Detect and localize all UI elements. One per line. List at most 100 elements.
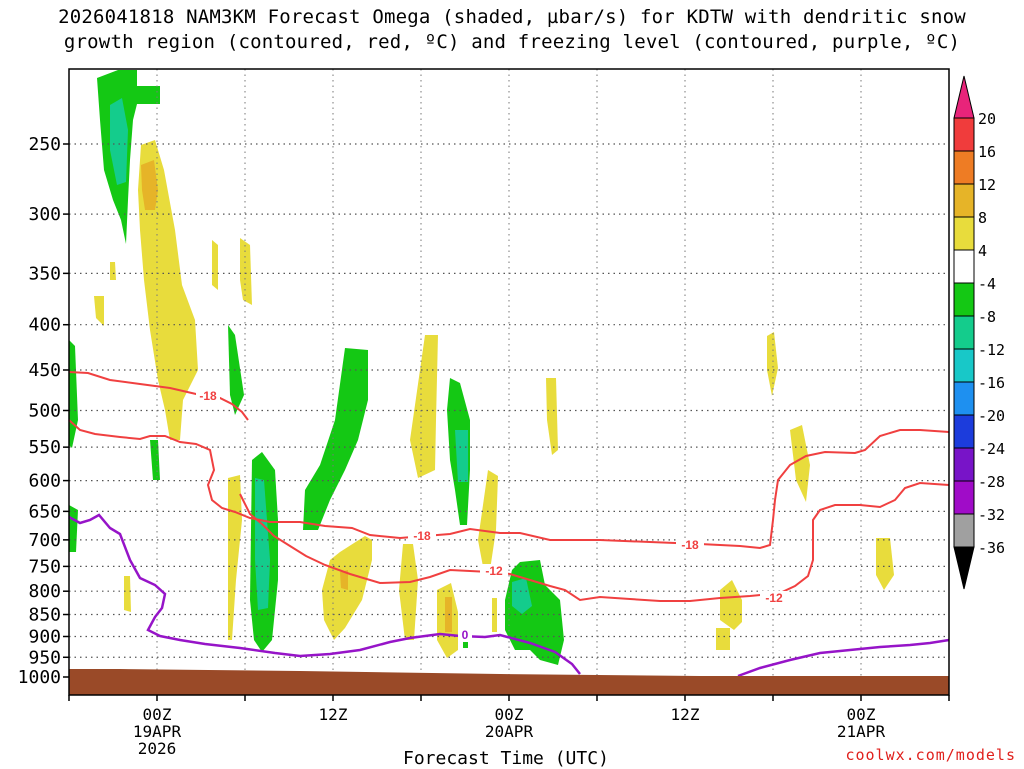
omega-yellow-blob xyxy=(492,598,497,632)
site-credit[interactable]: coolwx.com/models xyxy=(845,746,1016,764)
colorbar-label: -28 xyxy=(978,473,1005,491)
colorbar-label: -12 xyxy=(978,341,1005,359)
y-tick-label: 450 xyxy=(28,360,61,381)
colorbar-label: -36 xyxy=(978,539,1005,557)
contour-label: 0 xyxy=(462,628,469,642)
omega-orange-blob xyxy=(340,570,348,590)
contour-label: -18 xyxy=(413,529,431,543)
omega-cyan-blob xyxy=(110,98,128,185)
colorbar-swatch xyxy=(953,216,975,251)
contour-label: -12 xyxy=(765,591,783,605)
plot-grid xyxy=(69,69,949,695)
omega-cyan-blob xyxy=(255,478,270,610)
x-tick-label: 00Z xyxy=(143,705,172,724)
colorbar-label: 8 xyxy=(978,209,987,227)
y-tick-label: 350 xyxy=(28,263,61,284)
y-tick-label: 600 xyxy=(28,471,61,492)
dgz-contour-12 xyxy=(239,481,950,602)
colorbar-label: 4 xyxy=(978,242,987,260)
x-tick-label: 21APR xyxy=(837,722,886,741)
colorbar-swatch xyxy=(953,315,975,350)
y-tick-label: 650 xyxy=(28,501,61,522)
omega-yellow-blob xyxy=(110,262,116,280)
y-tick-label: 300 xyxy=(28,204,61,225)
colorbar: 20 16 12 8 4 -4 -8 -12 -16 -20 -24 -28 -32 -36 xyxy=(953,75,1005,590)
colorbar-label: -20 xyxy=(978,407,1005,425)
omega-green-blob xyxy=(228,325,244,415)
omega-yellow-blob xyxy=(790,425,810,502)
omega-cyan-blob xyxy=(512,578,532,614)
chart-title-line-2: growth region (contoured, red, ºC) and f… xyxy=(63,31,961,53)
colorbar-swatch xyxy=(953,513,975,548)
contour-label: -18 xyxy=(199,389,217,403)
colorbar-swatch xyxy=(953,414,975,449)
y-tick-label: 250 xyxy=(28,134,61,155)
colorbar-label: 12 xyxy=(978,176,996,194)
colorbar-label: -32 xyxy=(978,506,1005,524)
y-tick-label: 400 xyxy=(28,315,61,336)
colorbar-swatch xyxy=(953,249,975,284)
colorbar-max-triangle xyxy=(953,75,975,119)
colorbar-label: 20 xyxy=(978,110,996,128)
y-tick-label: 750 xyxy=(28,556,61,577)
x-tick-label: 00Z xyxy=(847,705,876,724)
colorbar-label: -4 xyxy=(978,275,996,293)
x-tick-label: 00Z xyxy=(495,705,524,724)
y-tick-label: 500 xyxy=(28,401,61,422)
y-tick-label: 550 xyxy=(28,437,61,458)
colorbar-swatch xyxy=(953,282,975,317)
x-tick-label: 19APR xyxy=(133,722,182,741)
y-tick-label: 1000 xyxy=(18,667,61,688)
omega-yellow-blob xyxy=(876,538,894,590)
x-tick-label: 12Z xyxy=(319,705,348,724)
dgz-contour-18-upper xyxy=(68,371,249,421)
contour-label: -12 xyxy=(485,564,503,578)
dgz-contours xyxy=(68,371,950,602)
y-tick-label: 950 xyxy=(28,647,61,668)
colorbar-min-triangle xyxy=(953,546,975,590)
omega-cyan-blob xyxy=(455,430,468,482)
omega-shading xyxy=(69,70,894,665)
colorbar-label: -8 xyxy=(978,308,996,326)
omega-yellow-blob xyxy=(138,140,198,440)
x-tick-label: 12Z xyxy=(671,705,700,724)
omega-yellow-blob xyxy=(124,576,131,612)
y-axis: 2503003504004505005506006507007508008509… xyxy=(18,134,69,688)
omega-yellow-blob xyxy=(399,544,418,640)
omega-yellow-blob xyxy=(720,580,742,630)
omega-yellow-blob xyxy=(716,628,730,650)
omega-yellow-blob xyxy=(478,470,498,572)
colorbar-swatch xyxy=(953,150,975,185)
omega-yellow-blob xyxy=(94,296,104,326)
colorbar-swatch xyxy=(953,381,975,416)
y-tick-label: 900 xyxy=(28,626,61,647)
colorbar-swatch xyxy=(953,348,975,383)
x-tick-label: 2026 xyxy=(138,739,177,758)
omega-yellow-blob xyxy=(767,332,778,396)
colorbar-label: 16 xyxy=(978,143,996,161)
y-tick-label: 800 xyxy=(28,581,61,602)
x-tick-label: 20APR xyxy=(485,722,534,741)
x-axis-title: Forecast Time (UTC) xyxy=(403,748,609,769)
chart-title-line-1: 2026041818 NAM3KM Forecast Omega (shaded… xyxy=(58,6,966,28)
contour-label: -18 xyxy=(681,538,699,552)
colorbar-swatch xyxy=(953,447,975,482)
colorbar-swatch xyxy=(953,480,975,515)
freezing-level-contour xyxy=(68,513,950,678)
omega-yellow-blob xyxy=(546,378,558,455)
omega-orange-blob xyxy=(141,160,158,210)
ground-shading xyxy=(69,669,949,695)
dgz-contour-18-lower xyxy=(68,419,950,550)
omega-yellow-blob xyxy=(228,475,242,640)
colorbar-swatch xyxy=(953,117,975,152)
omega-yellow-blob xyxy=(240,238,252,305)
y-tick-label: 850 xyxy=(28,605,61,626)
colorbar-swatch xyxy=(953,183,975,218)
omega-yellow-blob xyxy=(212,240,218,290)
omega-yellow-blob xyxy=(410,335,438,478)
colorbar-label: -24 xyxy=(978,440,1005,458)
omega-green-blob xyxy=(303,348,368,530)
y-tick-label: 700 xyxy=(28,530,61,551)
